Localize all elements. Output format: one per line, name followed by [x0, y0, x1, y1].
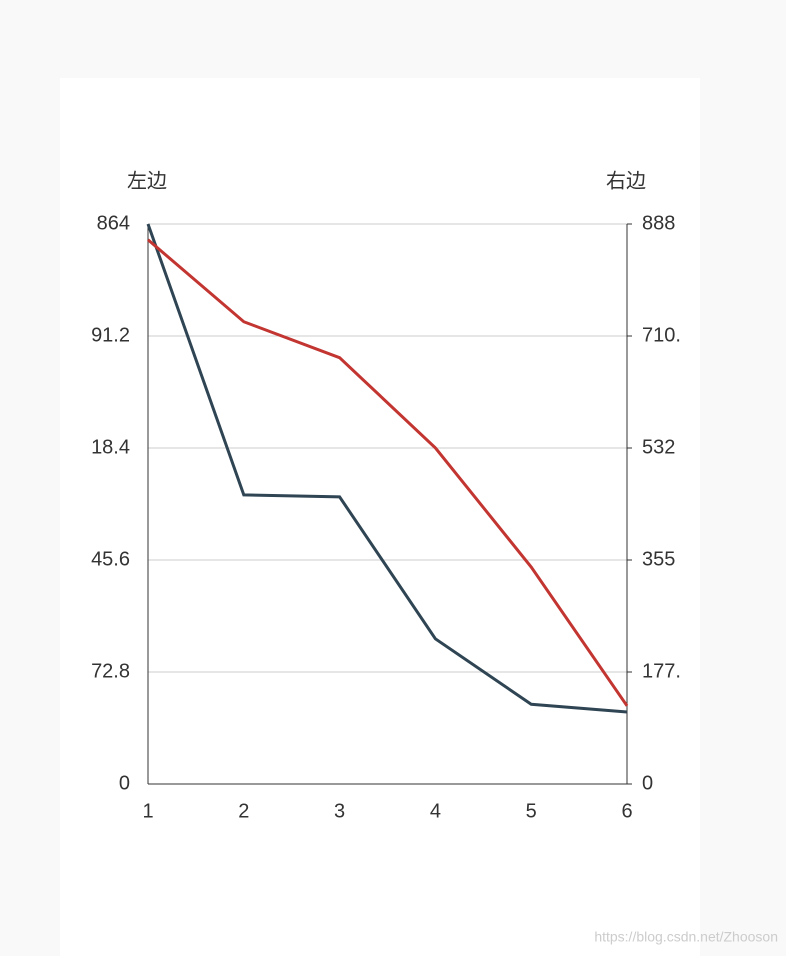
panel [60, 78, 700, 956]
y2-tick-label: 710. [642, 324, 681, 346]
y-tick-label: 0 [119, 772, 130, 794]
y2-tick-label: 0 [642, 772, 653, 794]
x-tick-label: 5 [526, 800, 537, 822]
y-tick-label: 72.8 [91, 660, 130, 682]
x-tick-label: 1 [142, 800, 153, 822]
x-tick-label: 6 [621, 800, 632, 822]
y2-tick-label: 177. [642, 660, 681, 682]
series-line [146, 223, 628, 714]
y2-axis-name: 右边 [606, 169, 646, 192]
x-tick-label: 3 [334, 800, 345, 822]
y2-tick-label: 532 [642, 436, 675, 458]
y-tick-label: 91.2 [91, 324, 130, 346]
y2-tick-label: 888 [642, 212, 675, 234]
watermark: https://blog.csdn.net/Zhooson [594, 929, 778, 945]
y-tick-label: 864 [97, 212, 130, 234]
y-tick-label: 45.6 [91, 548, 130, 570]
x-tick-label: 4 [430, 800, 441, 822]
y-tick-label: 18.4 [91, 436, 130, 458]
series-line [147, 238, 629, 707]
y2-tick-label: 355 [642, 548, 675, 570]
y-axis-name: 左边 [127, 169, 167, 192]
x-tick-label: 2 [238, 800, 249, 822]
